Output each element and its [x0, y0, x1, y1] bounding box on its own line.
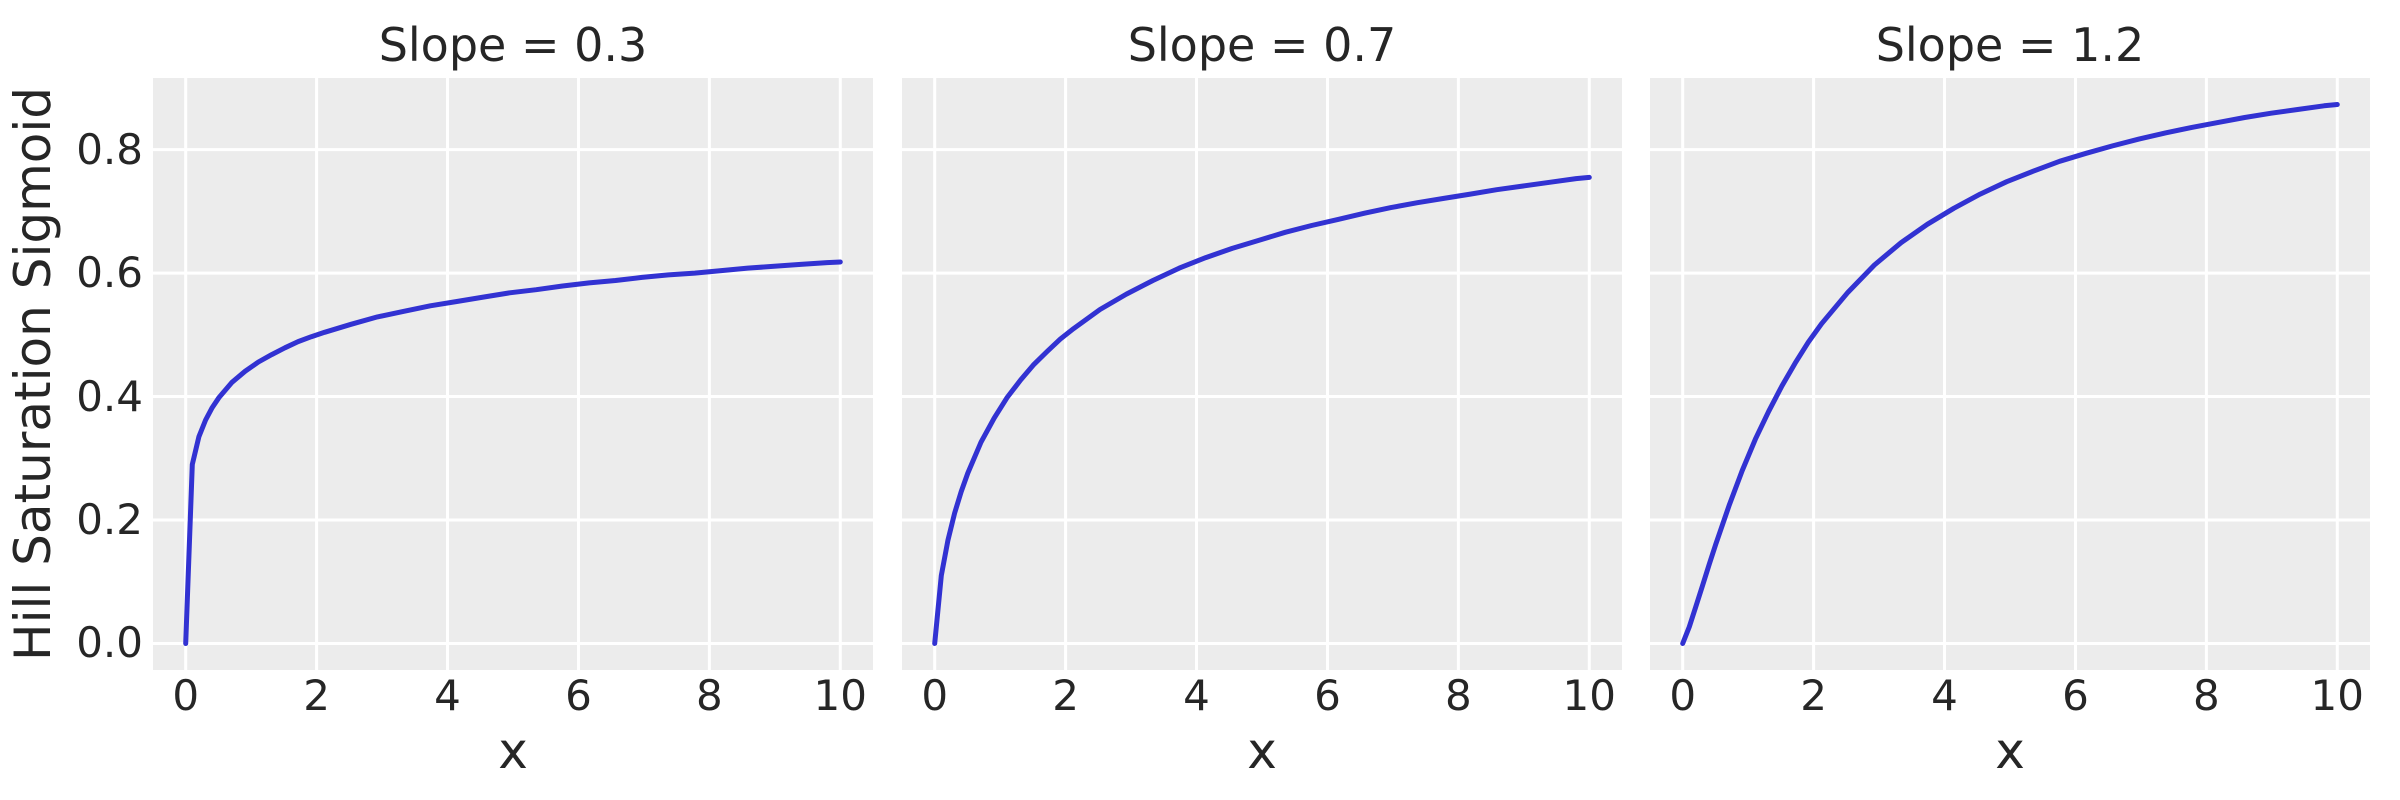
x-tick-label: 4	[434, 671, 461, 720]
x-axis-label: x	[1995, 722, 2025, 780]
x-tick-label: 10	[1562, 671, 1616, 720]
x-tick-label: 2	[303, 671, 330, 720]
x-tick-label: 8	[695, 671, 723, 720]
x-tick-label: 6	[565, 671, 592, 720]
hill-curve	[1680, 102, 2340, 646]
hill-curve	[183, 259, 843, 646]
y-tick-label: 0.6	[76, 248, 143, 298]
x-tick-label: 0	[172, 671, 200, 720]
subplot-slope-0.3: Slope = 0.3 x 0 2 4 6 8 10	[153, 0, 873, 800]
y-tick-labels: 0.0 0.2 0.4 0.6 0.8	[0, 78, 143, 670]
gridlines	[1650, 78, 2370, 670]
x-tick-label: 6	[1314, 671, 1341, 720]
x-tick-label: 4	[1931, 671, 1958, 720]
gridlines	[153, 78, 873, 670]
subplot-title: Slope = 1.2	[1875, 18, 2145, 72]
subplot-slope-0.7: Slope = 0.7 x 0 2 4 6 8 10	[902, 0, 1622, 800]
plot-area	[902, 78, 1622, 670]
subplot-title: Slope = 0.3	[378, 18, 648, 72]
x-tick-label: 0	[1669, 671, 1697, 720]
y-tick-label: 0.0	[76, 618, 143, 668]
x-tick-label: 6	[2062, 671, 2089, 720]
plot-area	[153, 78, 873, 670]
subplot-slope-1.2: Slope = 1.2 x 0 2 4 6 8 10	[1650, 0, 2370, 800]
x-tick-label: 8	[1444, 671, 1472, 720]
x-tick-label: 2	[1800, 671, 1827, 720]
x-tick-label: 8	[2192, 671, 2220, 720]
y-tick-label: 0.4	[76, 371, 143, 421]
plot-area	[1650, 78, 2370, 670]
x-tick-label: 10	[813, 671, 867, 720]
x-axis-label: x	[1247, 722, 1277, 780]
subplot-title: Slope = 0.7	[1127, 18, 1397, 72]
hill-curve	[932, 174, 1592, 646]
x-tick-label: 2	[1052, 671, 1079, 720]
y-tick-label: 0.2	[76, 494, 143, 544]
y-tick-label: 0.8	[76, 124, 143, 174]
x-tick-label: 0	[921, 671, 949, 720]
gridlines	[902, 78, 1622, 670]
x-tick-label: 10	[2310, 671, 2364, 720]
x-tick-label: 4	[1183, 671, 1210, 720]
x-axis-label: x	[498, 722, 528, 780]
